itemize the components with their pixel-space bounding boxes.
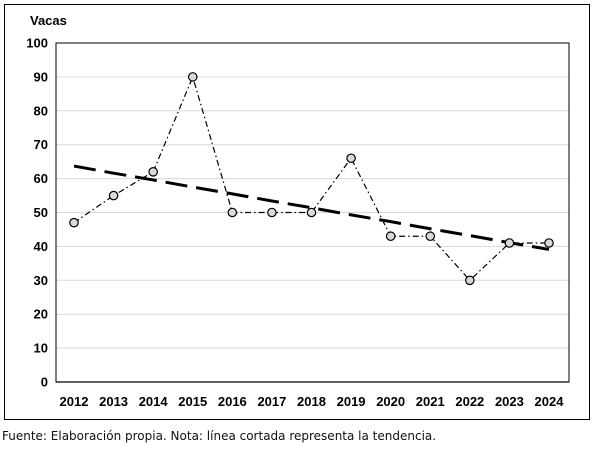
data-point (108, 190, 119, 201)
x-tick-label: 2016 (218, 394, 247, 409)
trend-line (73, 164, 550, 251)
data-point (227, 207, 238, 218)
data-point (346, 153, 356, 164)
data-point (306, 207, 317, 218)
y-axis-title: Vacas (30, 13, 67, 28)
x-tick-label: 2018 (297, 394, 326, 409)
x-tick-label: 2022 (455, 394, 484, 409)
x-tick-label: 2021 (416, 394, 445, 409)
axis-layer (55, 42, 570, 383)
source-note: Fuente: Elaboración propia. Nota: línea … (2, 429, 437, 443)
y-tick-label: 10 (34, 341, 48, 356)
label-layer: Vacas 0 10 20 30 40 50 60 70 80 90 100 2012 2013 2014… (26, 13, 564, 409)
x-tick-label: 2012 (60, 394, 89, 409)
y-tick-label: 20 (34, 307, 48, 322)
data-point (148, 167, 158, 177)
grid-layer (56, 42, 569, 349)
data-point (425, 231, 436, 242)
data-point (267, 207, 277, 218)
y-tick-label: 60 (34, 171, 48, 186)
data-point (385, 231, 396, 242)
data-point (465, 275, 475, 286)
x-tick-label: 2020 (376, 394, 405, 409)
trend-layer (73, 164, 550, 251)
y-tick-label: 0 (41, 375, 48, 390)
x-tick-label: 2023 (495, 394, 524, 409)
y-tick-label: 30 (34, 273, 48, 288)
x-tick-label: 2024 (535, 394, 565, 409)
y-tick-label: 90 (34, 69, 48, 84)
x-tick-label: 2015 (178, 394, 207, 409)
data-point (544, 238, 554, 248)
y-tick-label: 80 (34, 103, 48, 118)
x-tick-label: 2014 (139, 394, 169, 409)
x-tick-label: 2013 (99, 394, 128, 409)
data-point (187, 72, 198, 82)
x-tick-label: 2019 (337, 394, 366, 409)
series-layer (69, 72, 554, 286)
data-point (504, 238, 515, 248)
chart-svg: Vacas 0 10 20 30 40 50 60 70 80 90 100 2012 2013 2014… (26, 13, 570, 409)
x-tick-label: 2017 (257, 394, 286, 409)
y-tick-label: 70 (34, 137, 48, 152)
y-tick-label: 50 (34, 205, 48, 220)
y-tick-label: 40 (34, 239, 48, 254)
y-tick-label: 100 (26, 36, 48, 51)
data-point (69, 217, 79, 228)
